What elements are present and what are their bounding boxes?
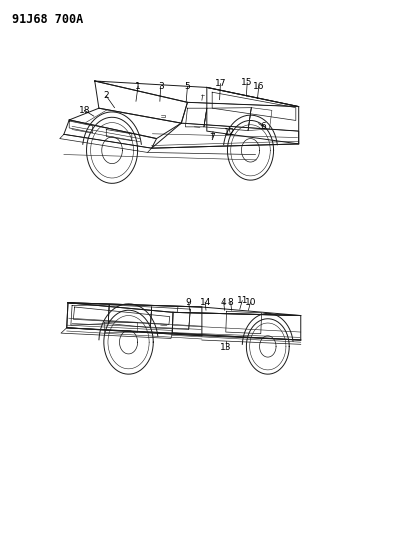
Text: 9: 9: [186, 298, 192, 306]
Text: 8: 8: [228, 298, 234, 306]
Text: 10: 10: [245, 298, 256, 306]
Text: 7: 7: [209, 133, 215, 142]
Text: 2: 2: [103, 92, 109, 100]
Text: 1: 1: [135, 82, 141, 91]
Text: 13: 13: [220, 343, 232, 352]
Text: 12: 12: [224, 128, 236, 136]
Text: 3: 3: [158, 82, 164, 91]
Text: 4: 4: [221, 298, 227, 306]
Text: 14: 14: [199, 298, 211, 306]
Text: 11: 11: [236, 296, 248, 305]
Text: 15: 15: [241, 78, 253, 87]
Text: 91J68 700A: 91J68 700A: [12, 13, 84, 26]
Text: 18: 18: [79, 106, 90, 115]
Text: 5: 5: [185, 82, 190, 91]
Text: 6: 6: [261, 123, 267, 131]
Text: 16: 16: [253, 82, 265, 91]
Text: 17: 17: [215, 79, 226, 88]
